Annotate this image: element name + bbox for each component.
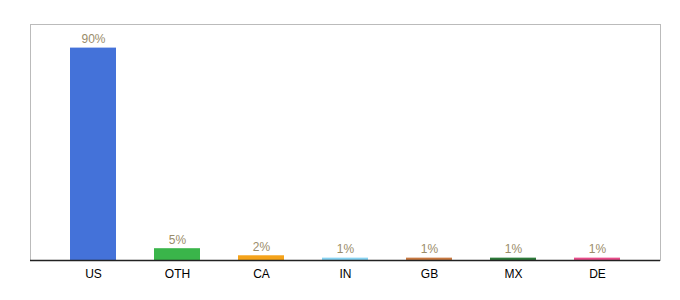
svg-text:DE: DE (589, 267, 606, 281)
svg-text:5%: 5% (169, 233, 187, 247)
svg-text:1%: 1% (589, 242, 607, 256)
svg-text:GB: GB (421, 267, 438, 281)
svg-text:90%: 90% (81, 32, 105, 46)
svg-text:MX: MX (505, 267, 523, 281)
svg-text:OTH: OTH (165, 267, 190, 281)
svg-text:1%: 1% (421, 242, 439, 256)
svg-text:2%: 2% (253, 240, 271, 254)
svg-text:IN: IN (340, 267, 352, 281)
svg-text:1%: 1% (505, 242, 523, 256)
svg-text:US: US (85, 267, 102, 281)
svg-text:CA: CA (253, 267, 270, 281)
svg-text:1%: 1% (337, 242, 355, 256)
